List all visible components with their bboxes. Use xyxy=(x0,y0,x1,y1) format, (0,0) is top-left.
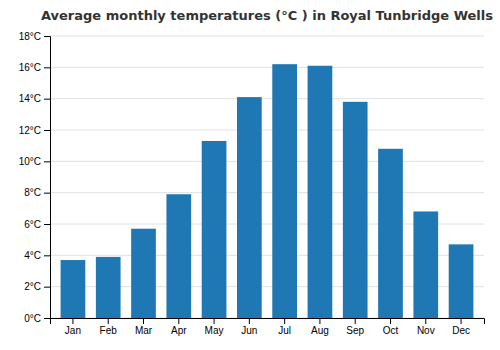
x-tick-label: Jul xyxy=(278,325,291,336)
y-tick-label: 16°C xyxy=(19,62,41,73)
y-tick: 8°C xyxy=(24,187,50,198)
x-axis-line xyxy=(51,319,485,325)
y-tick-label: 4°C xyxy=(24,250,41,261)
grid xyxy=(50,36,484,318)
x-tick-mark xyxy=(355,318,356,324)
x-tick-mark xyxy=(214,318,215,324)
x-tick-mark xyxy=(108,318,109,324)
y-tick-mark xyxy=(44,318,50,319)
y-tick-label: 14°C xyxy=(19,93,41,104)
x-tick-mark xyxy=(319,318,320,324)
bar xyxy=(413,211,438,318)
y-tick-label: 0°C xyxy=(24,313,41,324)
x-tick: Jan xyxy=(65,318,81,336)
x-tick-mark xyxy=(425,318,426,324)
y-tick-mark xyxy=(44,161,50,162)
x-tick: Sep xyxy=(346,318,364,336)
bar xyxy=(343,102,368,318)
y-tick: 0°C xyxy=(24,313,50,324)
bar xyxy=(378,149,403,318)
x-tick-label: Sep xyxy=(346,325,364,336)
x-tick: Dec xyxy=(452,318,470,336)
y-tick-mark xyxy=(44,67,50,68)
grid-line xyxy=(50,192,484,193)
y-tick: 10°C xyxy=(19,156,50,167)
x-tick-mark xyxy=(72,318,73,324)
grid-line xyxy=(50,36,484,37)
grid-line xyxy=(50,67,484,68)
bar xyxy=(202,141,227,318)
y-tick: 12°C xyxy=(19,125,50,136)
x-tick-label: Dec xyxy=(452,325,470,336)
bars xyxy=(61,64,474,318)
x-tick-mark xyxy=(249,318,250,324)
y-tick-mark xyxy=(44,193,50,194)
x-tick: Apr xyxy=(171,318,187,336)
x-tick: Nov xyxy=(417,318,435,336)
y-tick-mark xyxy=(44,255,50,256)
grid-line xyxy=(50,98,484,99)
x-tick: Oct xyxy=(383,318,399,336)
x-tick-label: Aug xyxy=(311,325,329,336)
grid-line xyxy=(50,161,484,162)
x-tick-mark xyxy=(390,318,391,324)
x-tick-label: Mar xyxy=(135,325,153,336)
x-tick: Jun xyxy=(241,318,257,336)
plot: Jan Feb Mar Apr May Jun Jul Aug Sep Oct Nov Dec 0°C 2… xyxy=(19,31,485,336)
y-axis-line xyxy=(44,37,51,319)
bar xyxy=(61,260,86,318)
y-tick-label: 2°C xyxy=(24,281,41,292)
y-tick: 4°C xyxy=(24,250,50,261)
bar xyxy=(237,97,262,318)
y-tick: 6°C xyxy=(24,219,50,230)
y-tick: 2°C xyxy=(24,281,50,292)
bar xyxy=(272,64,297,318)
x-tick-label: Feb xyxy=(100,325,118,336)
x-tick: Jul xyxy=(278,318,291,336)
x-tick-label: Nov xyxy=(417,325,435,336)
x-tick: Feb xyxy=(100,318,118,336)
x-tick-label: Oct xyxy=(383,325,399,336)
y-tick-mark xyxy=(44,130,50,131)
x-tick-mark xyxy=(143,318,144,324)
y-tick-label: 6°C xyxy=(24,219,41,230)
x-tick: May xyxy=(205,318,224,336)
x-tick-label: Jan xyxy=(65,325,81,336)
chart: Jan Feb Mar Apr May Jun Jul Aug Sep Oct Nov Dec 0°C 2… xyxy=(0,0,500,350)
x-tick-mark xyxy=(461,318,462,324)
y-tick-mark xyxy=(44,287,50,288)
title: Average monthly temperatures (°C ) in Ro… xyxy=(41,8,493,23)
x-tick: Aug xyxy=(311,318,329,336)
x-tick-mark xyxy=(284,318,285,324)
y-tick-mark xyxy=(44,36,50,37)
bar xyxy=(449,244,474,318)
bar xyxy=(131,229,156,318)
y-tick-label: 10°C xyxy=(19,156,41,167)
x-tick: Mar xyxy=(135,318,153,336)
y-tick: 14°C xyxy=(19,93,50,104)
bar xyxy=(308,66,333,318)
y-tick-label: 8°C xyxy=(24,187,41,198)
y-axis: 0°C 2°C 4°C 6°C 8°C 10°C 12°C 14°C 16°C 18°C xyxy=(19,31,51,324)
y-tick-label: 18°C xyxy=(19,31,41,42)
bar xyxy=(166,194,191,318)
x-axis: Jan Feb Mar Apr May Jun Jul Aug Sep Oct Nov Dec xyxy=(51,318,485,336)
y-tick: 16°C xyxy=(19,62,50,73)
bar xyxy=(96,257,121,318)
x-tick-label: Jun xyxy=(241,325,257,336)
y-tick-mark xyxy=(44,224,50,225)
x-tick-mark xyxy=(178,318,179,324)
x-tick-label: May xyxy=(205,325,224,336)
y-tick: 18°C xyxy=(19,31,50,42)
y-tick-mark xyxy=(44,99,50,100)
y-tick-label: 12°C xyxy=(19,125,41,136)
x-tick-label: Apr xyxy=(171,325,187,336)
grid-line xyxy=(50,130,484,131)
